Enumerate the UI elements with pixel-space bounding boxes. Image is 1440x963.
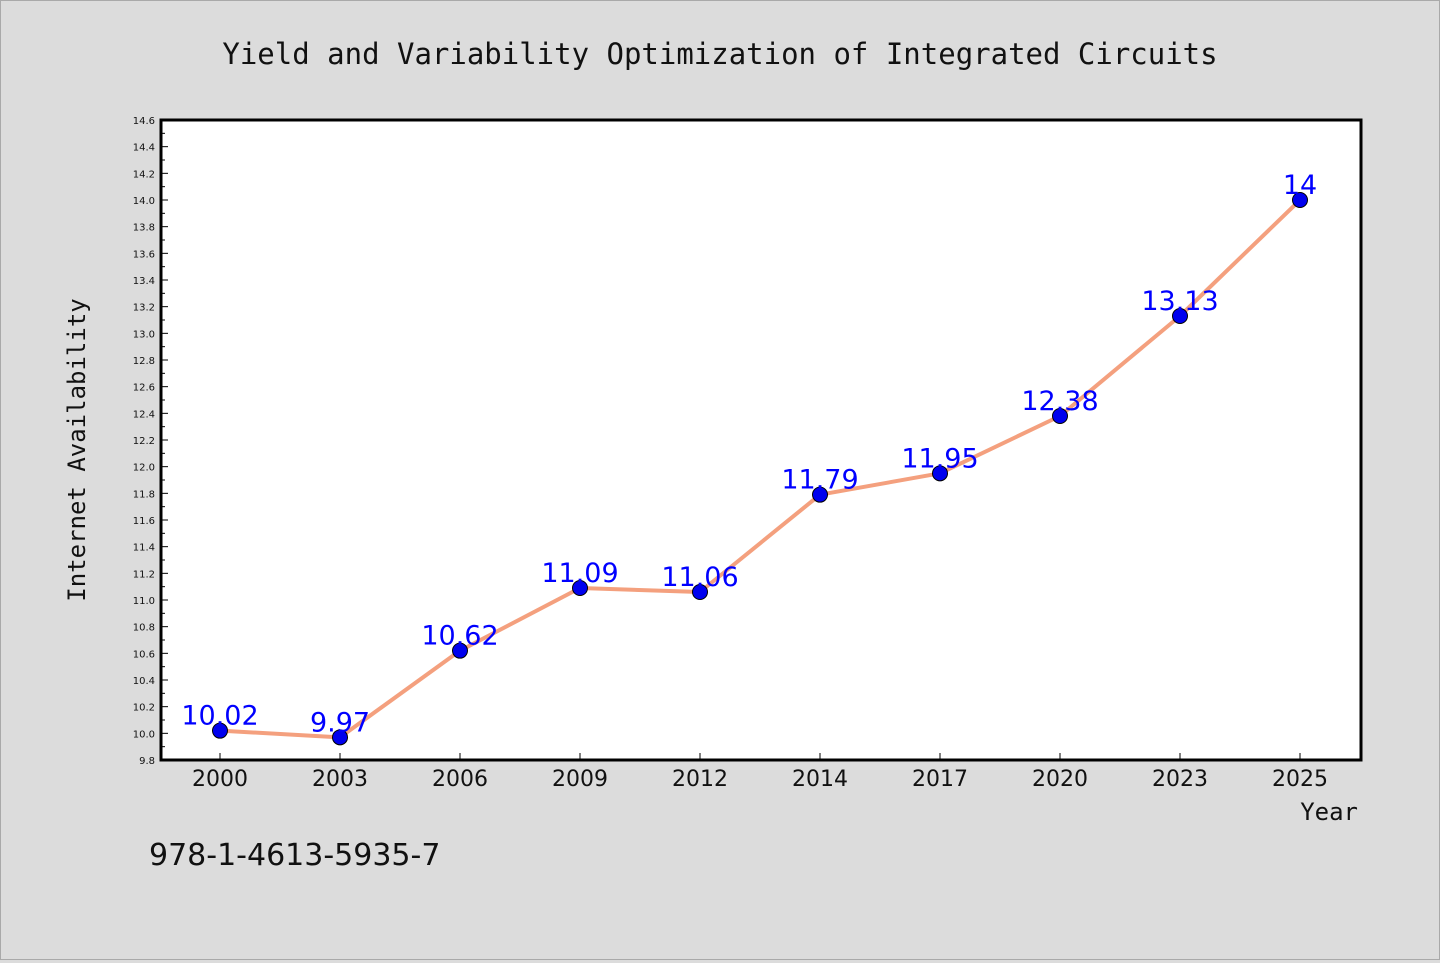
series-line xyxy=(219,198,1302,740)
y-tick-label: 14.0 xyxy=(133,196,155,207)
data-label: 11.79 xyxy=(781,465,858,496)
y-tick-label: 10.6 xyxy=(133,649,155,660)
data-point xyxy=(572,580,588,596)
y-tick-label: 9.8 xyxy=(139,756,155,767)
x-tick-label: 2020 xyxy=(1032,767,1088,792)
x-axis-label: Year xyxy=(1300,798,1358,826)
data-label: 14 xyxy=(1283,170,1317,201)
y-tick-label: 13.6 xyxy=(133,249,155,260)
y-tick-label: 14.4 xyxy=(133,143,155,154)
y-tick-label: 11.0 xyxy=(133,596,155,607)
x-tick-label: 2017 xyxy=(912,767,968,792)
data-label: 9.97 xyxy=(310,707,370,738)
data-label: 11.06 xyxy=(661,562,738,593)
y-tick-label: 11.6 xyxy=(133,516,155,527)
data-point xyxy=(1172,308,1188,324)
data-label: 13.13 xyxy=(1141,286,1218,317)
y-tick-label: 13.8 xyxy=(133,223,155,234)
data-point xyxy=(812,486,828,503)
data-point xyxy=(332,729,348,746)
x-tick-label: 2006 xyxy=(432,767,488,792)
data-point xyxy=(212,722,228,739)
data-label: 10.62 xyxy=(421,621,498,652)
y-axis: 9.8 10.0 10.2 10.4 10.6 10.8 11.0 11.2 11.4 11.6 1… xyxy=(133,116,168,767)
y-tick-label: 13.0 xyxy=(133,329,155,340)
x-tick-label: 2003 xyxy=(312,767,368,792)
y-tick-label: 10.0 xyxy=(133,729,155,740)
data-label: 11.95 xyxy=(901,443,978,474)
y-tick-label: 12.0 xyxy=(133,463,155,474)
y-tick-label: 14.6 xyxy=(133,116,155,127)
series-polyline xyxy=(219,198,1302,740)
data-point xyxy=(452,642,468,659)
y-tick-label: 12.4 xyxy=(133,409,155,420)
y-tick-label: 10.8 xyxy=(133,623,155,634)
y-tick-label: 12.2 xyxy=(133,436,155,447)
y-tick-label: 11.4 xyxy=(133,543,155,554)
x-tick-label: 2000 xyxy=(192,767,248,792)
y-tick-label: 12.6 xyxy=(133,383,155,394)
data-points xyxy=(212,192,1308,746)
y-tick-label: 13.2 xyxy=(133,303,155,314)
data-labels: 10.02 9.97 10.62 11.09 11.06 11.79 11.95 12.38 1… xyxy=(181,170,1317,738)
data-point xyxy=(1052,408,1068,424)
x-tick-label: 2014 xyxy=(792,767,848,792)
y-tick-label: 14.2 xyxy=(133,169,155,180)
x-tick-label: 2012 xyxy=(672,767,728,792)
y-tick-label: 12.8 xyxy=(133,356,155,367)
isbn-text: 978-1-4613-5935-7 xyxy=(149,838,440,873)
y-axis-label: Internet Availability xyxy=(63,298,91,601)
y-tick-label: 11.8 xyxy=(133,489,155,500)
y-tick-label: 11.2 xyxy=(133,569,155,580)
y-tick-label: 10.4 xyxy=(133,676,155,687)
data-label: 12.38 xyxy=(1021,386,1098,417)
x-tick-label: 2023 xyxy=(1152,767,1208,792)
y-tick-label: 13.4 xyxy=(133,276,155,287)
data-label: 10.02 xyxy=(181,701,258,732)
chart-title: Yield and Variability Optimization of In… xyxy=(222,37,1217,71)
plot-area xyxy=(159,118,1363,762)
x-tick-label: 2009 xyxy=(552,767,608,792)
data-point xyxy=(1292,192,1308,208)
data-point xyxy=(932,465,948,482)
data-point xyxy=(692,584,708,600)
y-tick-label: 10.2 xyxy=(133,703,155,714)
x-tick-label: 2025 xyxy=(1272,767,1328,792)
data-label: 11.09 xyxy=(541,558,618,589)
x-axis: 2000 2003 2006 2009 2012 2014 2017 2020 2023 2025 xyxy=(192,753,1328,792)
